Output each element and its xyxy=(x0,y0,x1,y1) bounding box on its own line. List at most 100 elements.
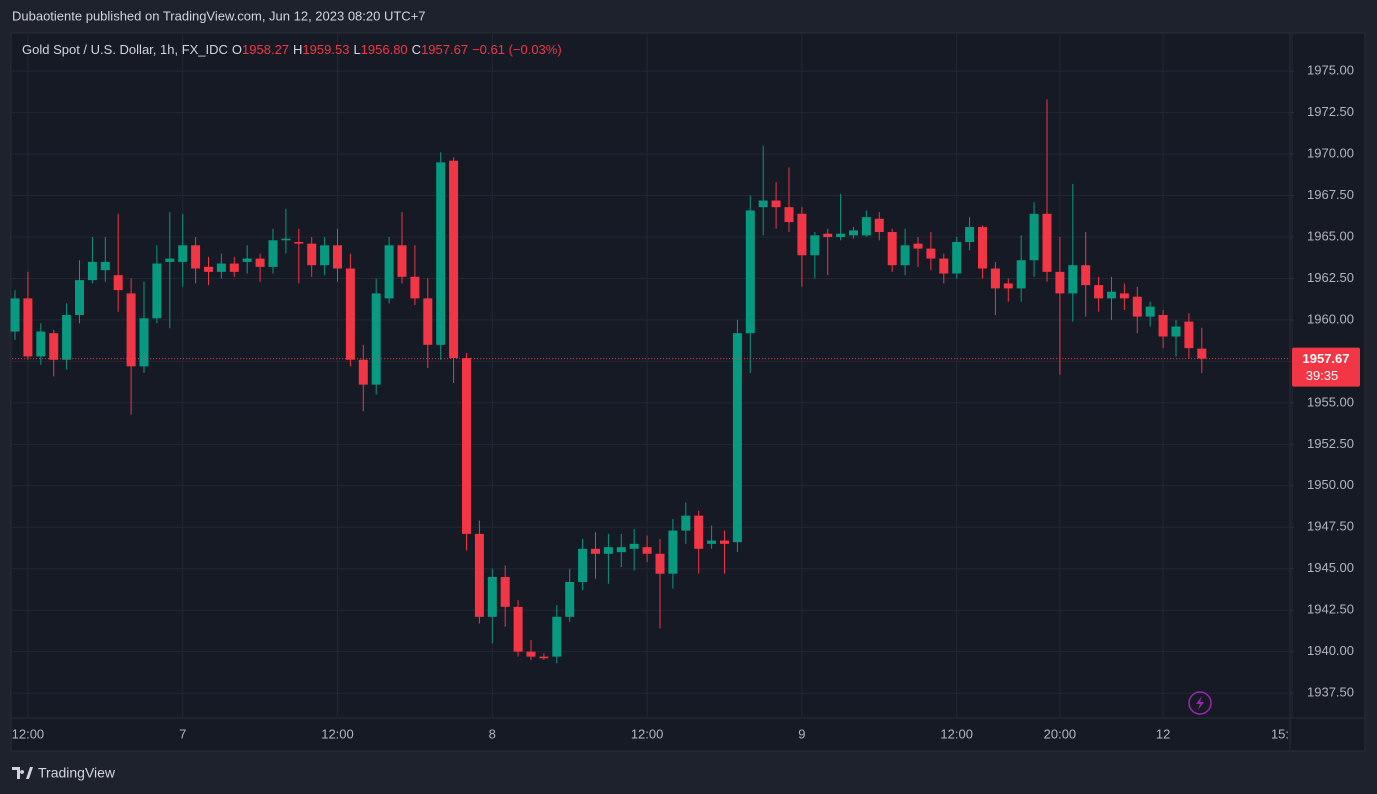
candle-body xyxy=(874,218,884,233)
candle-body xyxy=(500,577,510,607)
y-tick-label: 1945.00 xyxy=(1307,560,1354,575)
candle-body xyxy=(784,207,794,223)
legend-key: H xyxy=(293,42,303,57)
candle-body xyxy=(281,238,291,241)
candle-body xyxy=(629,543,639,549)
candle-body xyxy=(797,213,807,256)
candle-body xyxy=(552,616,562,657)
candle-body xyxy=(49,333,59,360)
candle-body xyxy=(113,275,123,291)
candle-body xyxy=(487,577,497,617)
candle-body xyxy=(178,245,188,262)
candle-body xyxy=(758,200,768,208)
candle-body xyxy=(436,162,446,345)
candle-body xyxy=(1132,296,1142,317)
candle-body xyxy=(204,266,213,272)
x-tick-label: 12:00 xyxy=(940,726,973,741)
legend-title: Gold Spot / U.S. Dollar, 1h, FX_IDC xyxy=(22,42,228,57)
candle-body xyxy=(320,245,330,266)
candle-body xyxy=(1119,293,1129,299)
legend-value: 1958.27 xyxy=(242,42,290,57)
x-tick-label: 12 xyxy=(1156,726,1170,741)
x-tick-label: 12:00 xyxy=(321,726,354,741)
candle-body xyxy=(75,280,84,315)
candle-body xyxy=(152,263,162,319)
candle-body xyxy=(1158,314,1168,337)
x-tick-label: 20:00 xyxy=(1044,726,1077,741)
last-price-tag xyxy=(1292,347,1360,387)
candle-body xyxy=(926,248,936,259)
legend-value: 1956.80 xyxy=(360,42,408,57)
candle-body xyxy=(87,261,97,281)
candle-body xyxy=(965,227,975,242)
candle-body xyxy=(694,515,704,549)
candle-body xyxy=(384,245,394,299)
candle-body xyxy=(1003,283,1013,289)
legend-key: C xyxy=(411,42,422,57)
candle-body xyxy=(823,233,833,238)
candle-body xyxy=(526,651,536,657)
candle-body xyxy=(1042,213,1052,272)
candle-body xyxy=(462,358,471,534)
legend-key: L xyxy=(353,42,361,57)
candle-body xyxy=(358,359,368,385)
candle-body xyxy=(939,258,949,274)
candle-body xyxy=(62,314,72,360)
candle-body xyxy=(1068,265,1078,294)
alert-icon[interactable] xyxy=(1188,691,1212,715)
candle-body xyxy=(849,230,858,236)
candle-body xyxy=(732,333,742,543)
candle-body xyxy=(165,258,175,262)
candle-body xyxy=(126,293,136,367)
candle-body xyxy=(307,243,317,266)
candle-body xyxy=(1197,348,1207,359)
candle-body xyxy=(1107,291,1116,299)
candle-body xyxy=(1184,321,1194,349)
candle-body xyxy=(603,547,613,554)
brand: TradingView xyxy=(38,765,116,781)
candle-body xyxy=(720,540,729,544)
x-tick-label: 15: xyxy=(1271,726,1289,741)
candle-body xyxy=(255,258,265,267)
y-tick-label: 1942.50 xyxy=(1307,602,1354,617)
candles xyxy=(10,99,1207,664)
y-tick-label: 1967.50 xyxy=(1307,187,1354,202)
x-tick-label: 8 xyxy=(489,726,496,741)
y-tick-label: 1955.00 xyxy=(1307,394,1354,409)
candle-body xyxy=(23,298,33,357)
candle-body xyxy=(268,240,278,267)
y-tick-label: 1952.50 xyxy=(1307,436,1354,451)
candle-body xyxy=(100,261,110,271)
candle-body xyxy=(565,581,575,617)
grid xyxy=(12,33,1293,718)
candle-body xyxy=(668,530,678,574)
candle-body xyxy=(810,235,820,256)
candle-body xyxy=(36,331,46,357)
candle-body xyxy=(887,232,897,266)
candle-body xyxy=(539,656,549,659)
legend-value: 1957.67 xyxy=(421,42,469,57)
y-tick-label: 1937.50 xyxy=(1307,685,1354,700)
y-tick-label: 1947.50 xyxy=(1307,519,1354,534)
candle-body xyxy=(771,200,781,208)
candle-body xyxy=(642,547,652,554)
candle-body xyxy=(745,210,755,334)
candle-body xyxy=(423,298,433,345)
candle-body xyxy=(952,241,962,274)
candle-body xyxy=(655,553,665,574)
legend-key: O xyxy=(231,42,243,57)
y-tick-label: 1960.00 xyxy=(1307,311,1354,326)
candle-body xyxy=(333,245,342,269)
candle-body xyxy=(836,233,846,238)
candle-body xyxy=(242,258,252,262)
candle-body xyxy=(294,241,304,244)
attribution: Dubaotiente published on TradingView.com… xyxy=(12,8,426,23)
brand-logo xyxy=(12,767,33,779)
candle-body xyxy=(990,268,1000,289)
countdown: 39:35 xyxy=(1306,368,1339,383)
candle-body xyxy=(1029,213,1039,261)
candle-body xyxy=(449,160,459,359)
candle-body xyxy=(1171,326,1181,337)
